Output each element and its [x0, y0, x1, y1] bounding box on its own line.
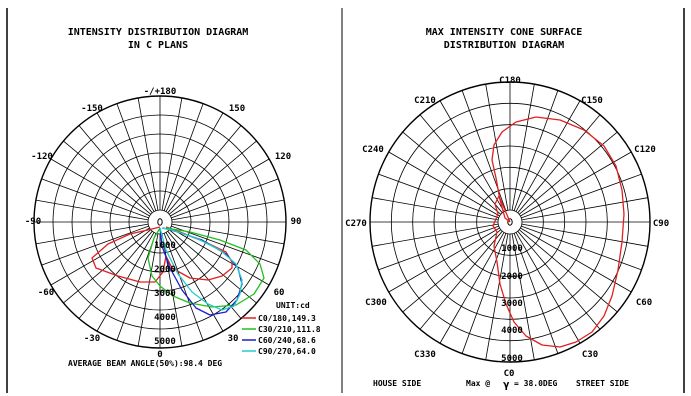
left-angle-left: -90	[25, 217, 41, 227]
left-footer: AVERAGE BEAM ANGLE(50%):98.4 DEG	[68, 359, 222, 368]
left-radial-label: 2000	[154, 265, 176, 275]
legend-label: C90/270,64.0	[258, 347, 316, 356]
cone-curve	[491, 116, 625, 348]
right-angle-ur: C150	[581, 96, 603, 106]
right-grid-ring	[412, 124, 608, 320]
left-title-line2: IN C PLANS	[128, 40, 188, 51]
right-angle-ur2: C120	[634, 145, 656, 155]
right-radial-label: 5000	[501, 354, 523, 364]
curve-c30	[147, 227, 265, 308]
left-angle-ll2: -60	[38, 288, 54, 298]
house-side-label: HOUSE SIDE	[373, 379, 421, 388]
right-grid-ring	[390, 102, 630, 342]
unit-label: UNIT:cd	[276, 301, 310, 310]
left-grid-ring	[109, 171, 211, 273]
left-grid-ring	[33, 95, 287, 349]
legend: C0/180,149.3 C30/210,111.8 C60/240,68.6 …	[242, 314, 321, 356]
right-angle-bottom: C0	[504, 369, 515, 379]
legend-label: C60/240,68.6	[258, 336, 316, 345]
right-grid-ring	[369, 81, 651, 363]
right-angle-right: C90	[653, 219, 669, 229]
right-angle-left: C270	[345, 219, 367, 229]
right-grid-center-mark	[507, 218, 513, 226]
left-grid-ring	[128, 190, 192, 254]
right-angle-ll: C330	[414, 350, 436, 360]
left-angle-top: -/+180	[144, 87, 177, 97]
left-intensity-curves	[91, 226, 265, 316]
legend-label: C0/180,149.3	[258, 314, 316, 323]
right-grid-ring	[476, 188, 544, 256]
left-panel: INTENSITY DISTRIBUTION DIAGRAM IN C PLAN…	[25, 27, 321, 368]
max-label-value: = 38.0DEG	[514, 379, 558, 388]
legend-label: C30/210,111.8	[258, 325, 321, 334]
right-polar-grid	[369, 81, 651, 363]
left-radial-label: 1000	[154, 241, 176, 251]
left-angle-ll: -30	[84, 334, 100, 344]
right-radial-label: 4000	[501, 326, 523, 336]
left-radial-label: 3000	[154, 289, 176, 299]
right-cone-curve	[491, 116, 625, 348]
right-angle-ll2: C300	[365, 298, 387, 308]
right-radial-label: 1000	[501, 244, 523, 254]
gamma-symbol: γ	[503, 378, 510, 391]
right-grid-ring	[454, 166, 566, 278]
left-angle-ur2: 120	[275, 152, 291, 162]
left-angle-ul: -150	[81, 104, 103, 114]
right-radial-label: 2000	[501, 272, 523, 282]
left-angle-bottom: 0	[157, 350, 162, 360]
left-grid-ring	[71, 133, 249, 311]
right-angle-top: C180	[499, 76, 521, 86]
left-angle-right: 90	[291, 217, 302, 227]
right-angle-ul: C210	[414, 96, 436, 106]
right-panel: MAX INTENSITY CONE SURFACE DISTRIBUTION …	[345, 27, 669, 391]
left-grid-ring	[52, 114, 268, 330]
street-side-label: STREET SIDE	[576, 379, 629, 388]
left-title-line1: INTENSITY DISTRIBUTION DIAGRAM	[68, 27, 249, 38]
left-radial-label: 5000	[154, 337, 176, 347]
right-grid-ring	[433, 145, 587, 299]
left-polar-grid	[33, 95, 287, 349]
frame	[6, 8, 685, 393]
max-label-prefix: Max @	[466, 379, 490, 388]
right-radial-label: 3000	[501, 299, 523, 309]
curve-c90	[159, 227, 243, 311]
right-angle-ul2: C240	[362, 145, 384, 155]
left-angle-ur: 150	[229, 104, 245, 114]
right-angle-lr2: C60	[636, 298, 652, 308]
left-angle-lr: 30	[228, 334, 239, 344]
left-angle-lr2: 60	[274, 288, 285, 298]
right-angle-lr: C30	[582, 350, 598, 360]
left-angle-ul2: -120	[31, 152, 53, 162]
left-radial-label: 4000	[154, 313, 176, 323]
right-title-line1: MAX INTENSITY CONE SURFACE	[426, 27, 583, 38]
left-grid-center-mark	[157, 218, 163, 226]
left-grid-ring	[90, 152, 230, 292]
right-title-line2: DISTRIBUTION DIAGRAM	[444, 40, 564, 51]
